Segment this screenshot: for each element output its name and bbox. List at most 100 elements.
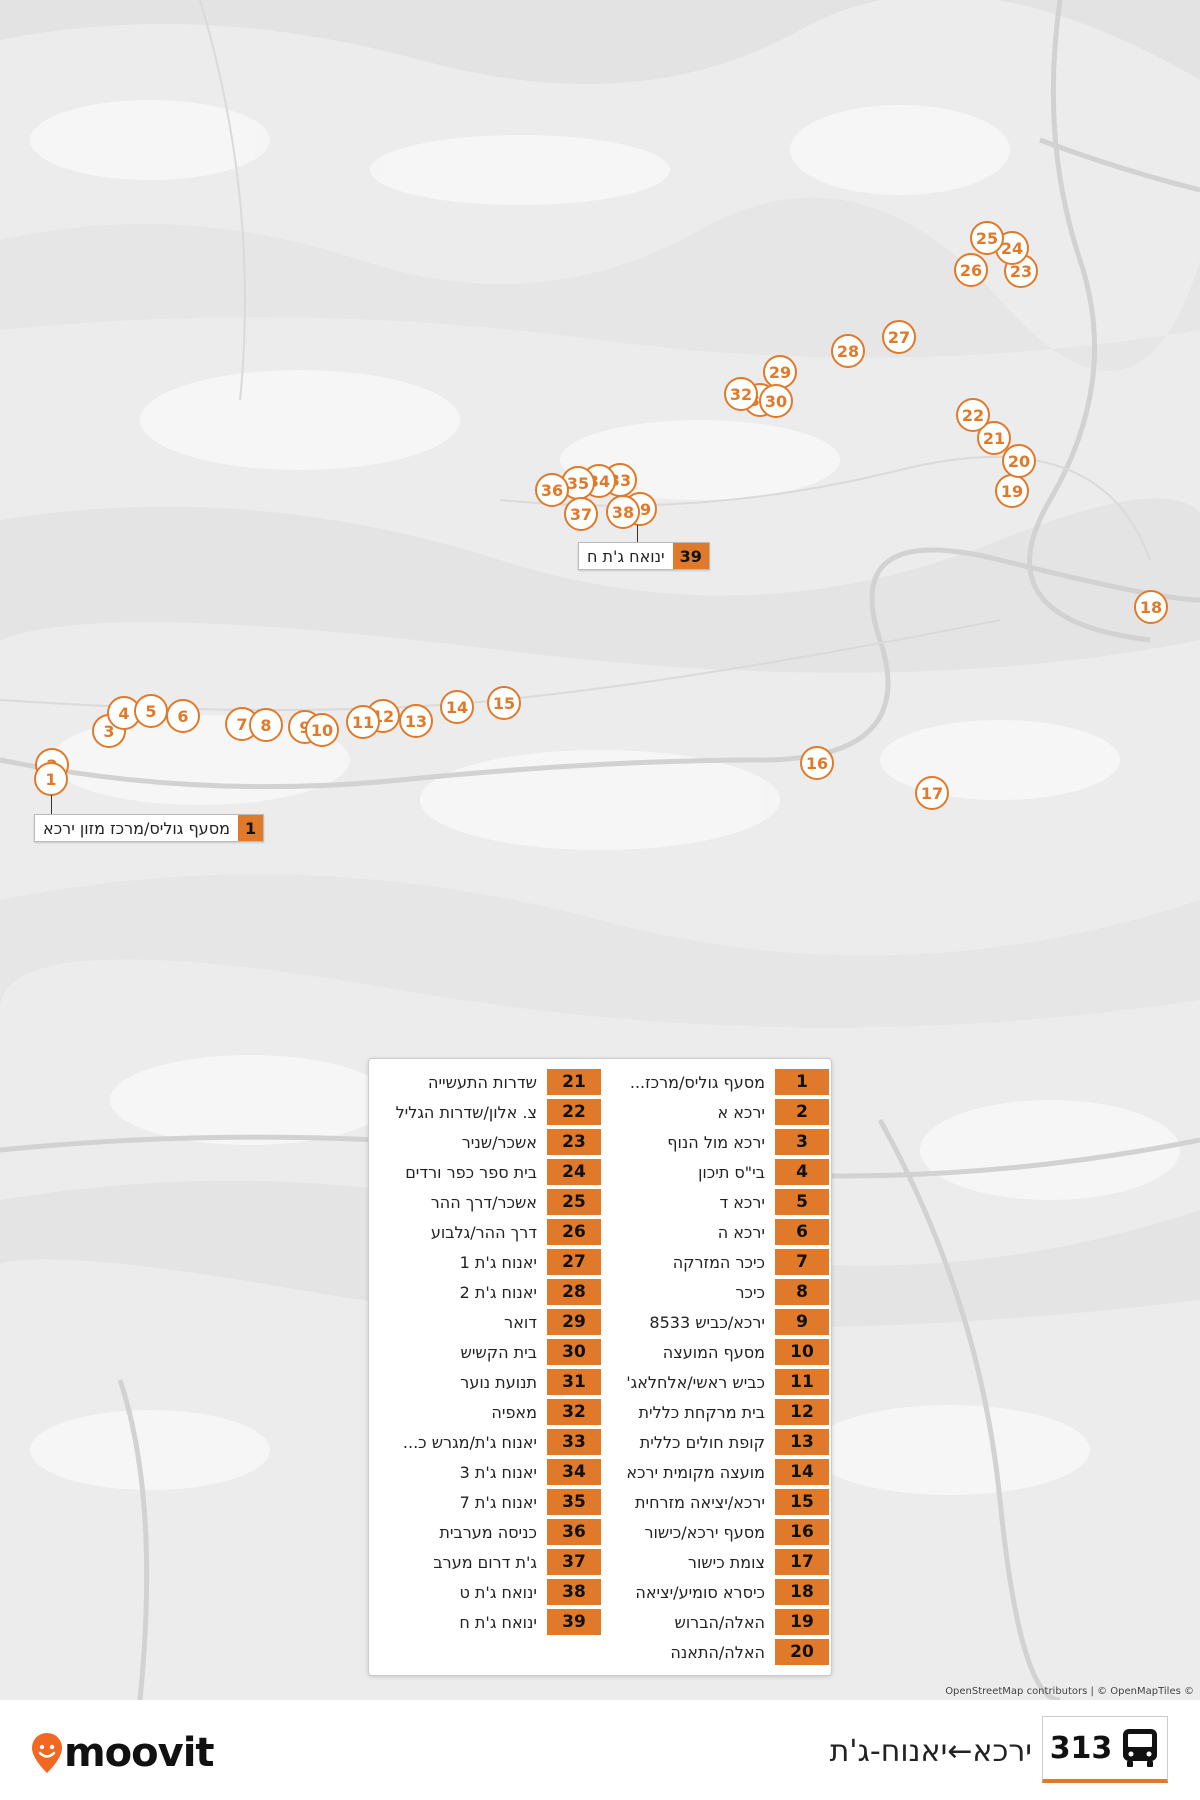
legend-row: 22 צ. אלון/שדרות הגליל — [377, 1099, 601, 1125]
map-stop-marker[interactable]: 16 — [800, 746, 834, 780]
legend-row: 18 כיסרא סומיע/יציאה — [605, 1579, 829, 1605]
legend-stop-number: 36 — [547, 1519, 601, 1545]
legend-stop-name: כיכר המזרקה — [672, 1252, 765, 1272]
legend-stop-number: 7 — [775, 1249, 829, 1275]
route-map[interactable]: 2 1 3 4 5 6 7 8 9 10 12 11 13 14 15 16 1… — [0, 0, 1200, 1700]
legend-row: 15 ירכא/יציאה מזרחית — [605, 1489, 829, 1515]
legend-row: 10 מסעף המועצה — [605, 1339, 829, 1365]
legend-stop-number: 2 — [775, 1099, 829, 1125]
legend-stop-name: מועצה מקומית ירכא — [626, 1462, 765, 1482]
legend-stop-name: כביש ראשי/אלחלאג' — [626, 1372, 765, 1392]
legend-stop-name: כניסה מערבית — [439, 1522, 537, 1542]
map-stop-marker[interactable]: 20 — [1002, 444, 1036, 478]
legend-stop-number: 9 — [775, 1309, 829, 1335]
callout-stop-number: 1 — [237, 815, 264, 841]
legend-stop-name: צ. אלון/שדרות הגליל — [395, 1102, 537, 1122]
map-stop-marker[interactable]: 37 — [564, 497, 598, 531]
end-stop-callout[interactable]: 39 ינואח ג'ת ח — [578, 542, 710, 570]
legend-row: 4 בי"ס תיכון — [605, 1159, 829, 1185]
map-stop-marker[interactable]: 13 — [399, 704, 433, 738]
legend-stop-name: יאנוח ג'ת 7 — [459, 1492, 537, 1512]
legend-stop-name: צומת כישור — [687, 1552, 765, 1572]
map-stop-marker[interactable]: 26 — [954, 253, 988, 287]
start-callout-leader — [51, 795, 52, 814]
legend-stop-name: בית הקשיש — [460, 1342, 537, 1362]
map-stop-marker[interactable]: 11 — [346, 705, 380, 739]
legend-stop-number: 35 — [547, 1489, 601, 1515]
legend-row: 37 ג'ת דרום מערב — [377, 1549, 601, 1575]
legend-stop-number: 13 — [775, 1429, 829, 1455]
map-stop-marker[interactable]: 27 — [882, 320, 916, 354]
legend-stop-number: 3 — [775, 1129, 829, 1155]
legend-stop-name: מסעף ירכא/כישור — [644, 1522, 765, 1542]
map-stop-marker[interactable]: 32 — [724, 377, 758, 411]
route-number: 313 — [1049, 1730, 1113, 1766]
legend-row: 32 מאפיה — [377, 1399, 601, 1425]
legend-stop-name: יאנוח ג'ת/מגרש כ... — [402, 1432, 537, 1452]
legend-stop-number: 25 — [547, 1189, 601, 1215]
legend-stop-name: ינואח ג'ת ט — [459, 1582, 537, 1602]
map-stop-marker[interactable]: 6 — [166, 699, 200, 733]
map-stop-marker[interactable]: 14 — [440, 690, 474, 724]
legend-stop-number: 16 — [775, 1519, 829, 1545]
map-stop-marker[interactable]: 25 — [970, 221, 1004, 255]
legend-stop-number: 39 — [547, 1609, 601, 1635]
map-stop-marker[interactable]: 1 — [34, 762, 68, 796]
legend-stop-number: 4 — [775, 1159, 829, 1185]
legend-stop-number: 11 — [775, 1369, 829, 1395]
legend-stop-number: 1 — [775, 1069, 829, 1095]
legend-row: 2 ירכא א — [605, 1099, 829, 1125]
route-badge[interactable]: 313 — [1042, 1716, 1168, 1783]
legend-row: 14 מועצה מקומית ירכא — [605, 1459, 829, 1485]
legend-stop-name: ירכא ה — [717, 1222, 765, 1242]
legend-stop-name: יאנוח ג'ת 1 — [459, 1252, 537, 1272]
legend-row: 30 בית הקשיש — [377, 1339, 601, 1365]
map-stop-marker[interactable]: 38 — [606, 495, 640, 529]
legend-stop-number: 6 — [775, 1219, 829, 1245]
map-stop-marker[interactable]: 10 — [305, 713, 339, 747]
legend-stop-name: אשכר/דרך ההר — [430, 1192, 537, 1212]
legend-stop-number: 31 — [547, 1369, 601, 1395]
legend-stop-name: ירכא/יציאה מזרחית — [634, 1492, 765, 1512]
legend-row: 34 יאנוח ג'ת 3 — [377, 1459, 601, 1485]
legend-stop-name: כיסרא סומיע/יציאה — [635, 1582, 765, 1602]
legend-stop-number: 19 — [775, 1609, 829, 1635]
legend-stop-number: 34 — [547, 1459, 601, 1485]
moovit-logo[interactable]: moovit — [30, 1730, 215, 1776]
map-stop-marker[interactable]: 28 — [831, 334, 865, 368]
map-stop-marker[interactable]: 22 — [956, 398, 990, 432]
start-stop-callout[interactable]: 1 מסעף גוליס/מרכז מזון ירכא — [34, 814, 265, 842]
legend-stop-name: כיכר — [735, 1282, 765, 1302]
legend-stop-name: מסעף המועצה — [662, 1342, 765, 1362]
legend-row: 19 האלה/הברוש — [605, 1609, 829, 1635]
map-stop-marker[interactable]: 5 — [134, 694, 168, 728]
map-stop-marker[interactable]: 30 — [759, 384, 793, 418]
legend-stop-number: 32 — [547, 1399, 601, 1425]
map-stop-marker[interactable]: 15 — [487, 686, 521, 720]
legend-row: 28 יאנוח ג'ת 2 — [377, 1279, 601, 1305]
legend-stop-number: 27 — [547, 1249, 601, 1275]
legend-stop-number: 23 — [547, 1129, 601, 1155]
legend-row: 31 תנועת נוער — [377, 1369, 601, 1395]
route-title: ירכא←יאנוח-ג'ת — [829, 1734, 1032, 1769]
map-stop-marker[interactable]: 8 — [249, 708, 283, 742]
legend-stop-name: ירכא/כביש 8533 — [649, 1312, 765, 1332]
map-stop-marker[interactable]: 36 — [535, 473, 569, 507]
map-stop-marker[interactable]: 18 — [1134, 590, 1168, 624]
legend-stop-name: תנועת נוער — [460, 1372, 537, 1392]
legend-stop-name: אשכר/שניר — [461, 1132, 537, 1152]
legend-stop-name: בית מרקחת כללית — [638, 1402, 765, 1422]
legend-row: 26 דרך ההר/גלבוע — [377, 1219, 601, 1245]
legend-stop-number: 30 — [547, 1339, 601, 1365]
legend-row: 24 בית ספר כפר ורדים — [377, 1159, 601, 1185]
map-stop-marker[interactable]: 19 — [995, 474, 1029, 508]
legend-row: 1 מסעף גוליס/מרכז... — [605, 1069, 829, 1095]
logo-wordmark: moovit — [64, 1730, 215, 1776]
map-attribution[interactable]: OpenStreetMap contributors | © OpenMapTi… — [945, 1686, 1194, 1697]
legend-row: 25 אשכר/דרך ההר — [377, 1189, 601, 1215]
map-stop-marker[interactable]: 17 — [915, 776, 949, 810]
map-background — [0, 0, 1200, 1700]
legend-row: 35 יאנוח ג'ת 7 — [377, 1489, 601, 1515]
legend-stop-number: 8 — [775, 1279, 829, 1305]
footer-bar: moovit ירכא←יאנוח-ג'ת 313 — [0, 1700, 1200, 1800]
